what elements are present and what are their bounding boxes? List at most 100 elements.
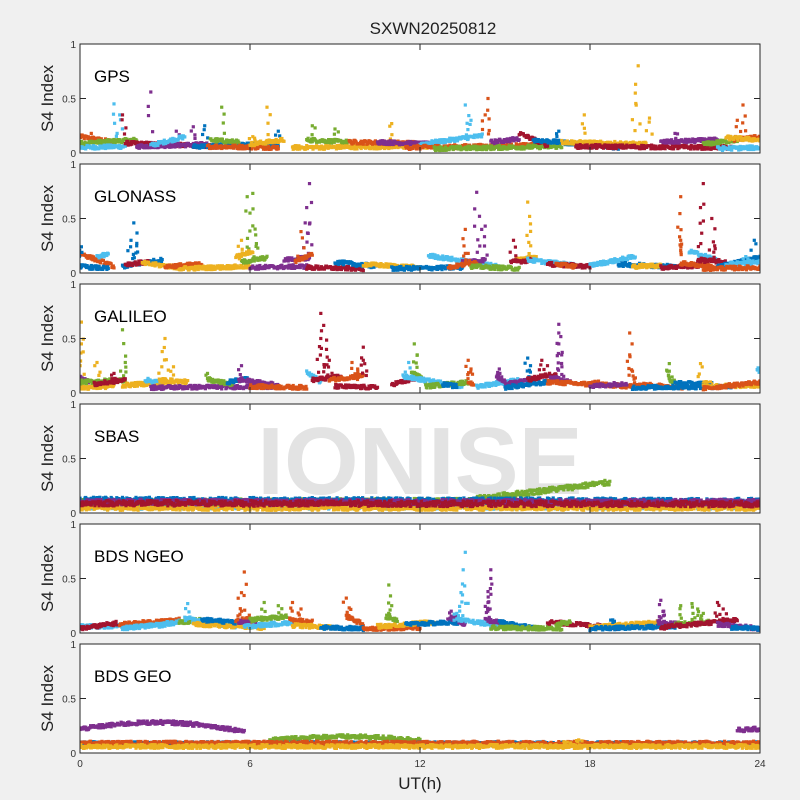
data-point	[266, 144, 270, 149]
data-point	[120, 127, 124, 131]
data-point	[480, 135, 484, 139]
data-point	[244, 209, 248, 213]
series-cyan	[149, 134, 187, 148]
data-point	[391, 142, 395, 147]
data-point	[124, 365, 128, 369]
data-point	[519, 147, 523, 151]
data-point	[450, 255, 454, 259]
data-point	[201, 132, 205, 137]
data-point	[237, 140, 241, 144]
data-point	[485, 261, 489, 265]
data-point	[122, 132, 127, 136]
data-point	[98, 261, 103, 265]
data-point	[720, 148, 725, 152]
data-point	[85, 254, 89, 258]
data-point	[361, 269, 365, 273]
data-point	[245, 236, 250, 240]
data-point	[480, 119, 484, 123]
data-point	[131, 252, 135, 256]
data-point	[385, 146, 389, 150]
data-point	[247, 137, 251, 141]
data-point	[149, 259, 154, 263]
data-point	[397, 267, 401, 271]
data-point	[135, 241, 139, 245]
data-point	[711, 268, 715, 272]
data-point	[80, 139, 83, 143]
y-axis-label: S4 Index	[38, 184, 57, 252]
data-point	[92, 380, 96, 384]
data-point	[205, 141, 209, 145]
data-point-peak	[710, 216, 714, 221]
data-point	[621, 264, 625, 268]
data-point	[486, 132, 491, 136]
series-orange	[701, 264, 760, 272]
data-point	[392, 266, 396, 270]
data-point	[679, 253, 683, 257]
data-point	[96, 138, 100, 142]
data-point	[96, 260, 100, 264]
data-point	[251, 251, 255, 255]
data-point	[645, 266, 649, 270]
data-point	[634, 82, 638, 86]
data-point	[90, 381, 94, 385]
panel-label: GPS	[94, 67, 130, 86]
data-point	[416, 143, 420, 147]
data-point	[80, 364, 82, 368]
data-point	[96, 378, 100, 382]
data-point	[579, 146, 583, 150]
data-point	[436, 138, 440, 143]
data-point	[758, 135, 760, 139]
scatter-points	[80, 311, 760, 392]
data-point	[181, 137, 185, 141]
data-point	[614, 147, 618, 151]
data-point	[189, 129, 193, 133]
data-point	[496, 141, 500, 145]
data-point	[174, 144, 178, 148]
data-point	[124, 142, 128, 146]
data-point	[322, 147, 326, 151]
data-point-peak	[89, 131, 93, 135]
data-point	[336, 259, 340, 264]
data-point	[242, 261, 246, 265]
data-point	[515, 143, 519, 147]
data-point-peak	[477, 214, 482, 218]
data-point	[200, 143, 204, 147]
data-point-peak	[752, 238, 756, 242]
data-point	[674, 136, 678, 140]
data-point	[253, 136, 257, 140]
data-point	[475, 148, 479, 152]
data-point	[462, 244, 466, 248]
data-point	[146, 114, 151, 118]
data-point	[82, 372, 86, 376]
data-point	[440, 256, 444, 260]
data-point-peak	[390, 122, 394, 126]
data-point	[678, 235, 682, 239]
data-point-peak	[251, 135, 255, 139]
data-point	[595, 263, 599, 267]
data-point	[223, 265, 227, 269]
data-point-peak	[735, 118, 739, 122]
data-point	[735, 260, 739, 264]
data-point	[628, 262, 632, 266]
data-point	[280, 263, 284, 267]
data-point	[305, 266, 309, 270]
data-point	[667, 138, 671, 142]
data-point	[407, 268, 411, 272]
data-point	[467, 114, 471, 118]
data-point	[492, 142, 496, 146]
data-point	[82, 387, 86, 391]
series-cyan	[418, 103, 484, 148]
data-point	[245, 245, 249, 249]
data-point	[351, 267, 355, 271]
data-point	[251, 224, 255, 228]
data-point-peak	[647, 116, 652, 120]
data-point	[485, 148, 489, 152]
data-point	[546, 146, 550, 150]
data-point	[720, 265, 725, 269]
data-point	[498, 264, 502, 268]
data-point	[328, 138, 332, 142]
data-point	[136, 143, 140, 148]
data-point-peak	[254, 233, 258, 237]
data-point	[689, 248, 693, 252]
